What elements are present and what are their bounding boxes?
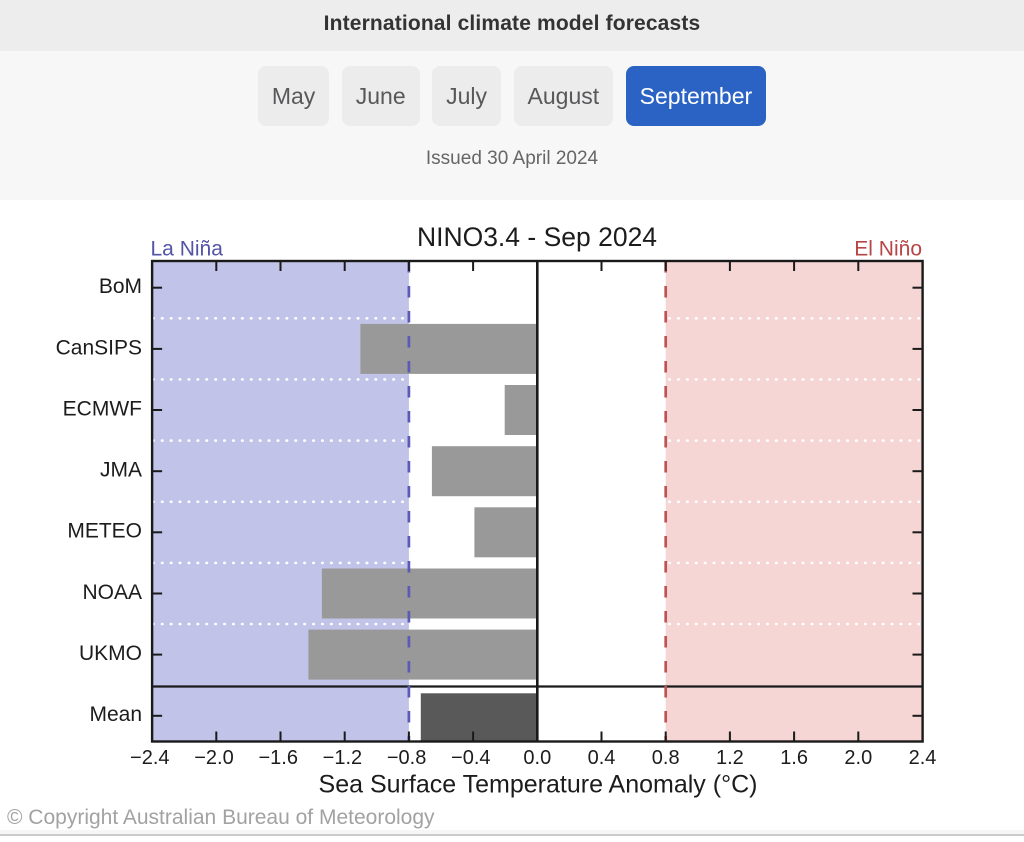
svg-text:2.4: 2.4 — [909, 747, 937, 769]
svg-text:Mean: Mean — [89, 703, 142, 726]
svg-text:NOAA: NOAA — [82, 581, 142, 604]
svg-text:La Niña: La Niña — [151, 238, 224, 261]
svg-text:−2.0: −2.0 — [194, 747, 233, 769]
svg-text:CanSIPS: CanSIPS — [56, 336, 142, 359]
svg-text:0.0: 0.0 — [523, 747, 551, 769]
svg-text:UKMO: UKMO — [79, 642, 142, 665]
svg-text:JMA: JMA — [100, 459, 142, 482]
svg-text:NINO3.4 - Sep 2024: NINO3.4 - Sep 2024 — [417, 222, 657, 252]
svg-text:0.8: 0.8 — [652, 747, 680, 769]
svg-text:ECMWF: ECMWF — [63, 397, 142, 420]
svg-text:BoM: BoM — [99, 275, 142, 298]
svg-text:−0.4: −0.4 — [451, 747, 490, 769]
svg-text:1.2: 1.2 — [716, 747, 744, 769]
svg-text:−0.8: −0.8 — [387, 747, 426, 769]
svg-text:2.0: 2.0 — [844, 747, 872, 769]
svg-text:−2.4: −2.4 — [130, 747, 169, 769]
svg-text:El Niño: El Niño — [854, 238, 922, 261]
svg-text:1.6: 1.6 — [780, 747, 808, 769]
svg-text:Sea Surface Temperature Anomal: Sea Surface Temperature Anomaly (°C) — [319, 771, 758, 799]
svg-text:−1.6: −1.6 — [258, 747, 297, 769]
svg-text:−1.2: −1.2 — [323, 747, 362, 769]
svg-text:0.4: 0.4 — [588, 747, 616, 769]
svg-text:METEO: METEO — [67, 520, 142, 543]
